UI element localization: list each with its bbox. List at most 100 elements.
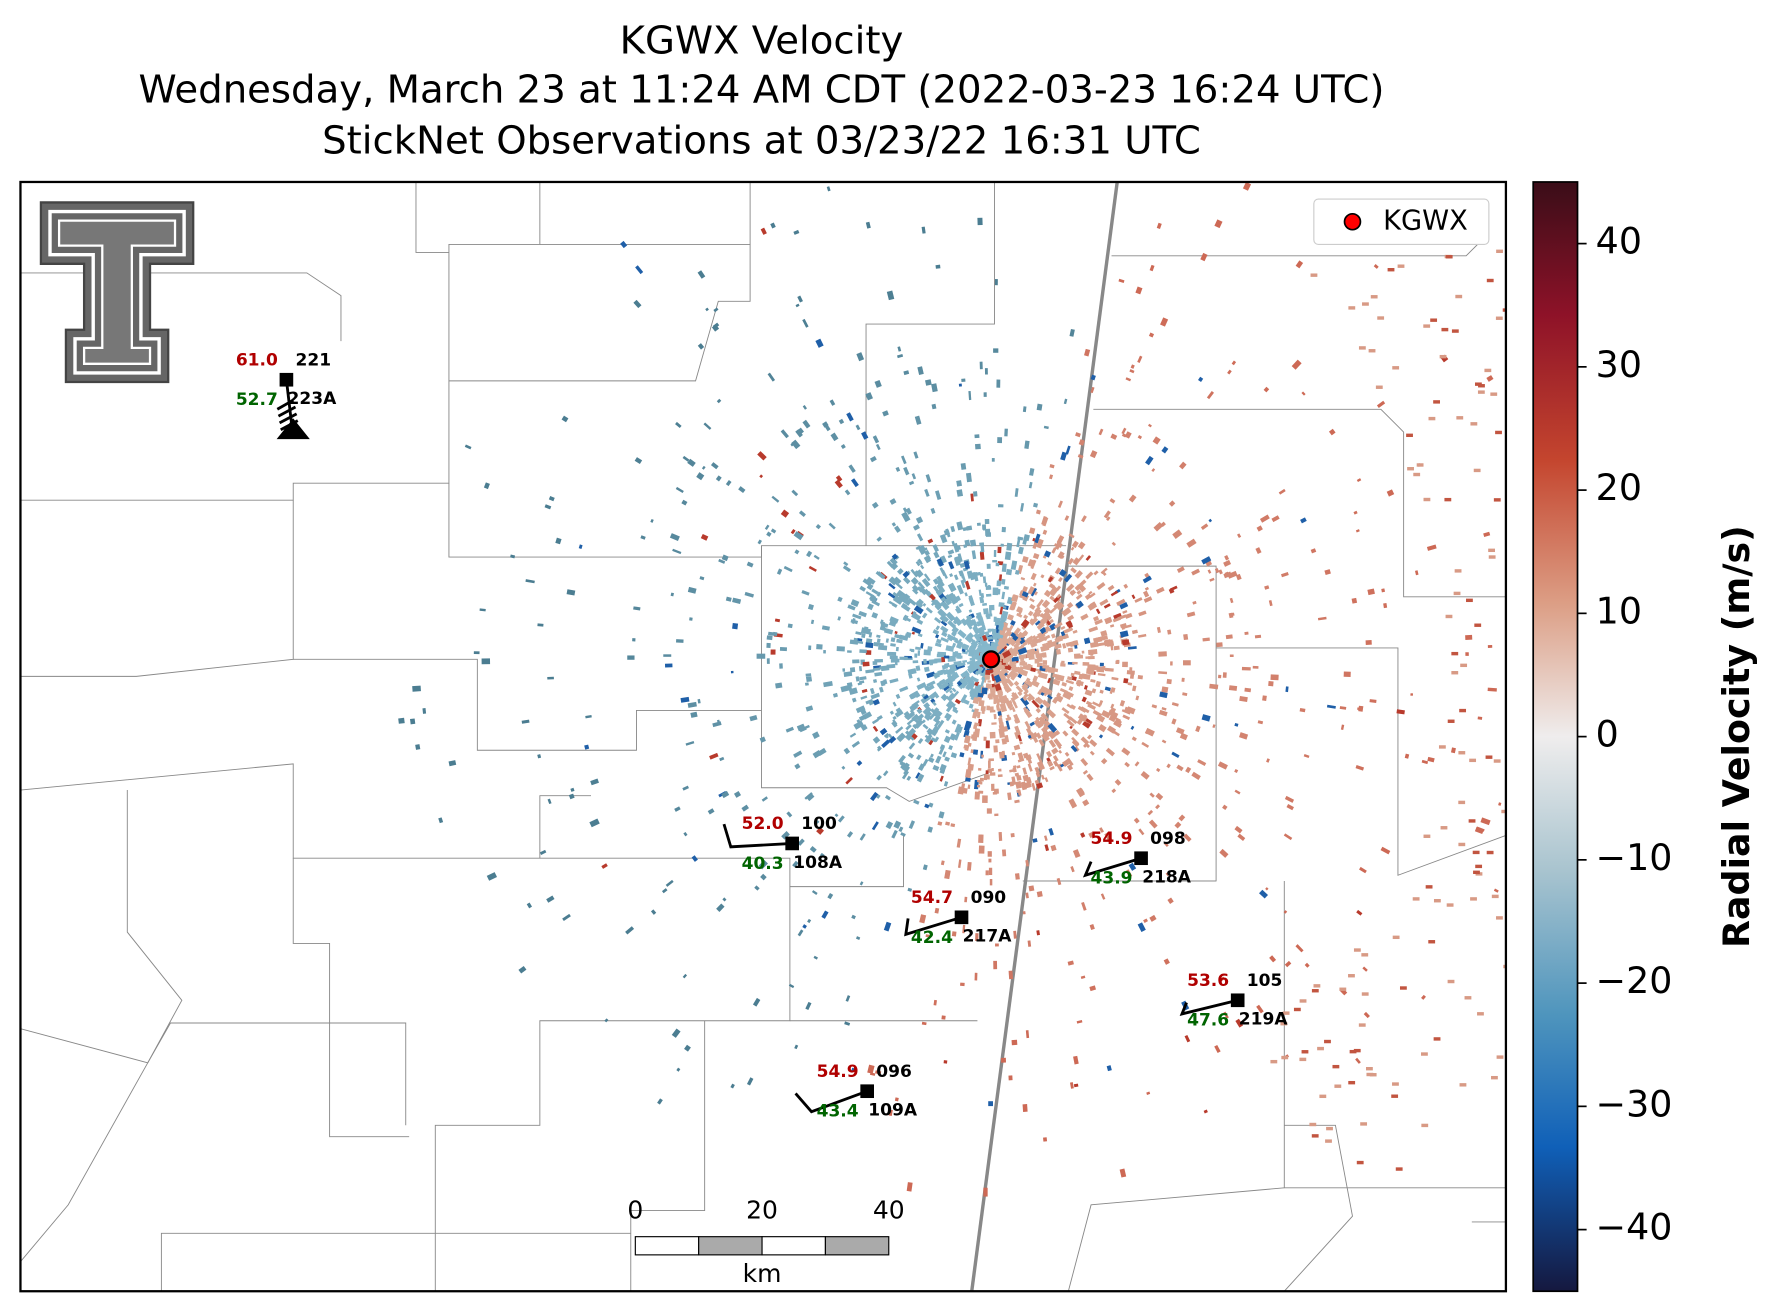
radar-bin: [1005, 636, 1014, 646]
radar-bin: [889, 616, 899, 624]
radar-bin: [764, 524, 770, 530]
radar-bin: [998, 751, 1005, 759]
radar-bin: [1137, 675, 1143, 680]
radar-bin: [916, 682, 927, 690]
radar-bin: [1477, 1012, 1484, 1016]
radar-bin: [521, 719, 530, 724]
radar-bin: [889, 557, 898, 566]
radar-bin: [1451, 651, 1459, 656]
radar-bin: [846, 831, 854, 838]
radar-bin: [1012, 634, 1019, 642]
radar-bin: [1365, 640, 1372, 645]
radar-bin: [1222, 804, 1228, 811]
radar-bin: [924, 803, 930, 809]
radar-bin: [1414, 570, 1419, 576]
radar-bin: [897, 346, 902, 352]
radar-bin: [865, 698, 874, 705]
radar-bin: [1509, 832, 1516, 835]
radar-bin: [1021, 682, 1029, 691]
radar-bin: [1377, 316, 1385, 320]
radar-bin: [1080, 832, 1086, 838]
radar-bin: [1349, 1049, 1357, 1054]
radar-bin: [802, 405, 807, 410]
radar-bin: [996, 689, 1004, 697]
radar-bin: [1513, 515, 1520, 518]
radar-bin: [1036, 930, 1040, 936]
radar-bin: [957, 629, 967, 639]
radar-bin: [1310, 273, 1318, 277]
radar-bin: [851, 740, 861, 748]
radar-bin: [1278, 488, 1286, 495]
radar-bin: [956, 521, 964, 531]
radar-bin: [817, 747, 827, 757]
radar-bin: [876, 794, 881, 799]
radar-bin: [917, 598, 924, 606]
radar-bin: [1399, 986, 1407, 990]
radar-bin: [929, 753, 934, 758]
radar-bin: [1067, 960, 1074, 966]
radar-bin: [913, 605, 924, 615]
radar-bin: [811, 890, 818, 895]
radar-bin: [1039, 629, 1049, 637]
radar-bin: [1000, 543, 1004, 547]
radar-bin: [997, 774, 1003, 778]
radar-bin: [916, 569, 924, 577]
radar-bin: [1039, 612, 1044, 618]
radar-bin: [882, 770, 889, 777]
radar-bin: [945, 686, 953, 694]
radar-bin: [952, 642, 957, 648]
radar-bin: [1239, 696, 1248, 702]
radar-bin: [770, 649, 776, 655]
radar-bin: [986, 808, 992, 814]
radar-bin: [1089, 985, 1097, 992]
radar-bin: [547, 676, 554, 680]
radar-bin: [1034, 533, 1041, 544]
radar-bin: [1032, 732, 1039, 739]
radar-bin: [916, 754, 922, 761]
radar-bin: [1042, 529, 1048, 535]
legend-label: KGWX: [1383, 205, 1468, 236]
radar-bin: [464, 444, 472, 450]
radar-bin: [1007, 614, 1014, 621]
radar-bin: [917, 586, 925, 593]
radar-bin: [956, 655, 963, 659]
radar-bin: [722, 897, 727, 902]
radar-bin: [1291, 359, 1302, 370]
radar-bin: [1231, 360, 1237, 366]
radar-bin: [1168, 500, 1176, 507]
radar-bin: [1052, 755, 1059, 762]
radar-bin: [1229, 654, 1234, 658]
radar-bin: [919, 914, 927, 924]
station-dewpoint: 42.4: [911, 928, 953, 948]
station-pressure: 098: [1150, 829, 1186, 849]
radar-bin: [985, 870, 989, 876]
radar-bin: [1007, 792, 1012, 801]
radar-bin: [905, 724, 912, 731]
radar-bin: [1113, 612, 1122, 620]
radar-bin: [876, 591, 882, 597]
radar-bin: [1373, 264, 1379, 269]
radar-bin: [1036, 760, 1046, 771]
radar-bin: [1106, 516, 1111, 522]
radar-bin: [1026, 653, 1032, 659]
radar-bin: [1055, 585, 1062, 592]
radar-bin: [772, 631, 778, 637]
radar-bin: [1011, 1039, 1018, 1046]
radar-bin: [1433, 899, 1441, 903]
radar-bin: [1087, 601, 1098, 611]
radar-bin: [1037, 671, 1048, 680]
scale-segment: [634, 1236, 700, 1256]
station-id: 219A: [1239, 1010, 1289, 1030]
radar-bin: [937, 821, 943, 826]
radar-bin: [895, 693, 901, 700]
radar-bin: [951, 931, 957, 937]
radar-bin: [1071, 728, 1080, 737]
radar-bin: [1064, 751, 1070, 757]
radar-bin: [1597, 449, 1604, 452]
radar-bin: [1045, 627, 1051, 633]
radar-bin: [1441, 327, 1449, 332]
radar-bin: [1392, 1082, 1399, 1086]
radar-bin: [1366, 1066, 1373, 1071]
radar-bin: [548, 496, 555, 502]
radar-bin: [850, 599, 860, 608]
